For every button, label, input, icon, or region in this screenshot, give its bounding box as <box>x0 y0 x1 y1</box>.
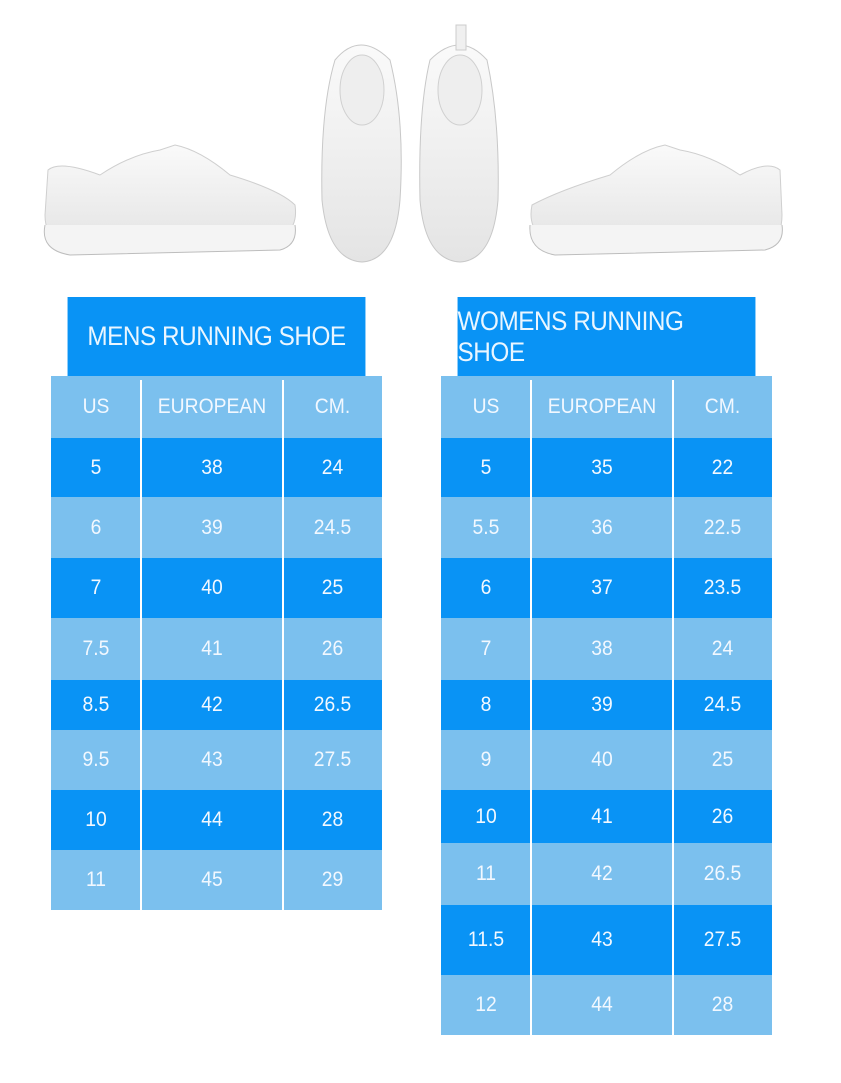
column-divider <box>140 380 142 910</box>
table-row: 5 35 22 <box>441 438 772 497</box>
european-size: 43 <box>201 748 223 771</box>
european-size: 38 <box>201 455 223 479</box>
european-size: 41 <box>201 637 223 660</box>
us-size: 11 <box>475 862 497 885</box>
us-size: 10 <box>85 808 107 831</box>
us-size: 9 <box>480 748 492 771</box>
cm-size: 22.5 <box>703 515 742 539</box>
european-size: 44 <box>591 993 613 1016</box>
us-size: 7 <box>480 637 492 660</box>
column-header: US <box>82 395 110 418</box>
us-size: 5.5 <box>472 515 500 539</box>
column-divider <box>282 380 284 910</box>
column-header-row: US EUROPEAN CM. <box>51 376 382 438</box>
us-size: 8.5 <box>82 693 110 716</box>
mens-table-title: MENS RUNNING SHOE <box>67 297 366 376</box>
european-size: 39 <box>201 515 223 539</box>
european-size: 40 <box>591 748 613 771</box>
cm-size: 24 <box>321 455 344 479</box>
shoe-top-right <box>419 24 499 263</box>
table-row: 8 39 24.5 <box>441 680 772 730</box>
us-size: 11.5 <box>467 928 505 951</box>
us-size: 9.5 <box>82 748 110 771</box>
european-size: 37 <box>591 576 613 599</box>
european-size: 45 <box>201 868 223 891</box>
european-size: 36 <box>591 515 613 539</box>
us-size: 8 <box>480 693 492 716</box>
us-size: 7 <box>90 576 102 599</box>
cm-size: 28 <box>711 993 734 1016</box>
shoe-top-left <box>321 44 402 263</box>
table-row: 6 37 23.5 <box>441 558 772 618</box>
mens-size-table: MENS RUNNING SHOE US EUROPEAN CM. 5 38 24 6 39 2… <box>51 297 382 910</box>
table-row: 7 40 25 <box>51 558 382 618</box>
cm-size: 24.5 <box>703 693 742 716</box>
european-size: 42 <box>201 693 223 716</box>
cm-size: 26.5 <box>313 693 352 716</box>
column-divider <box>530 380 532 1035</box>
european-size: 41 <box>591 804 613 828</box>
european-size: 39 <box>591 693 613 716</box>
column-header: CM. <box>314 395 351 418</box>
table-row: 11 42 26.5 <box>441 843 772 905</box>
cm-size: 25 <box>711 748 734 771</box>
us-size: 5 <box>90 455 102 479</box>
cm-size: 25 <box>321 576 344 599</box>
cm-size: 28 <box>321 808 344 831</box>
table-row: 10 44 28 <box>51 790 382 850</box>
table-row: 7.5 41 26 <box>51 618 382 680</box>
cm-size: 24 <box>711 637 734 660</box>
column-header: EUROPEAN <box>547 395 657 418</box>
us-size: 6 <box>90 515 102 539</box>
table-row: 9.5 43 27.5 <box>51 730 382 790</box>
table-row: 6 39 24.5 <box>51 497 382 558</box>
womens-table-title: WOMENS RUNNING SHOE <box>457 297 756 376</box>
table-row: 11 45 29 <box>51 850 382 910</box>
column-header: US <box>472 395 500 418</box>
table-row: 12 44 28 <box>441 975 772 1035</box>
us-size: 6 <box>480 576 492 599</box>
shoe-side-right <box>529 144 783 256</box>
european-size: 44 <box>201 808 223 831</box>
column-header: CM. <box>704 395 741 418</box>
table-row: 7 38 24 <box>441 618 772 680</box>
us-size: 10 <box>475 804 497 828</box>
table-row: 10 41 26 <box>441 790 772 843</box>
column-header-row: US EUROPEAN CM. <box>441 376 772 438</box>
cm-size: 27.5 <box>313 748 352 771</box>
us-size: 11 <box>85 868 107 891</box>
womens-size-table: WOMENS RUNNING SHOE US EUROPEAN CM. 5 35 22 5.… <box>441 297 772 1035</box>
cm-size: 27.5 <box>703 928 742 951</box>
european-size: 35 <box>591 455 613 479</box>
table-row: 5.5 36 22.5 <box>441 497 772 558</box>
cm-size: 29 <box>321 868 344 891</box>
column-header: EUROPEAN <box>157 395 267 418</box>
cm-size: 26 <box>321 637 344 660</box>
cm-size: 24.5 <box>313 515 352 539</box>
us-size: 7.5 <box>82 637 110 660</box>
shoe-side-left <box>43 144 296 256</box>
european-size: 43 <box>591 928 613 951</box>
european-size: 38 <box>591 637 613 660</box>
european-size: 42 <box>591 862 613 885</box>
us-size: 12 <box>475 993 497 1016</box>
table-row: 9 40 25 <box>441 730 772 790</box>
column-divider <box>672 380 674 1035</box>
table-row: 5 38 24 <box>51 438 382 497</box>
cm-size: 23.5 <box>703 576 742 599</box>
us-size: 5 <box>480 455 492 479</box>
european-size: 40 <box>201 576 223 599</box>
cm-size: 22 <box>711 455 734 479</box>
cm-size: 26 <box>711 804 734 828</box>
cm-size: 26.5 <box>703 862 742 885</box>
table-row: 11.5 43 27.5 <box>441 905 772 975</box>
table-row: 8.5 42 26.5 <box>51 680 382 730</box>
shoe-images <box>43 24 783 263</box>
